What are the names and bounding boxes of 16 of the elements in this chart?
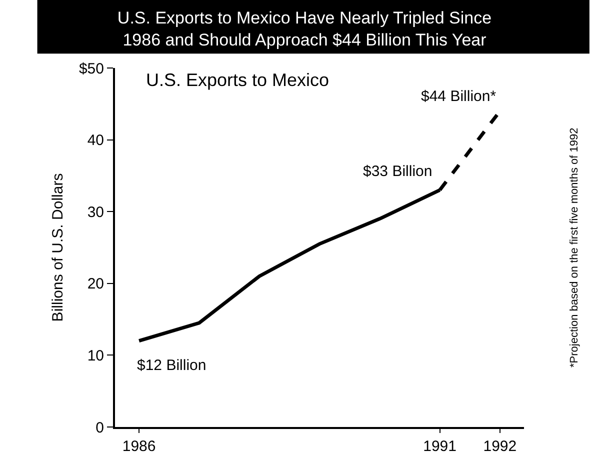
y-tick-label: 20 [87,276,104,293]
x-tick-label: 1992 [483,438,517,455]
y-tick-label: 30 [87,204,104,221]
chart-title: U.S. Exports to Mexico Have Nearly Tripled Since 1986 and Should Approach $44 Billion This Year [117,8,492,50]
annotation: $12 Billion [137,357,206,374]
y-axis-title: Billions of U.S. Dollars [50,173,67,322]
annotation: $33 Billion [363,163,432,180]
chart-subtitle: U.S. Exports to Mexico [146,70,330,90]
x-tick-label: 1986 [122,438,156,455]
x-tick-label: 1991 [423,438,456,455]
y-tick-label: 10 [87,347,104,364]
text: *Projection based on the first five months of 1992 [568,128,580,368]
y-tick-label: 0 [96,419,104,436]
annotation: $44 Billion* [421,88,496,105]
y-tick-label: 40 [87,132,104,150]
y-tick-label: $50 [78,60,104,78]
